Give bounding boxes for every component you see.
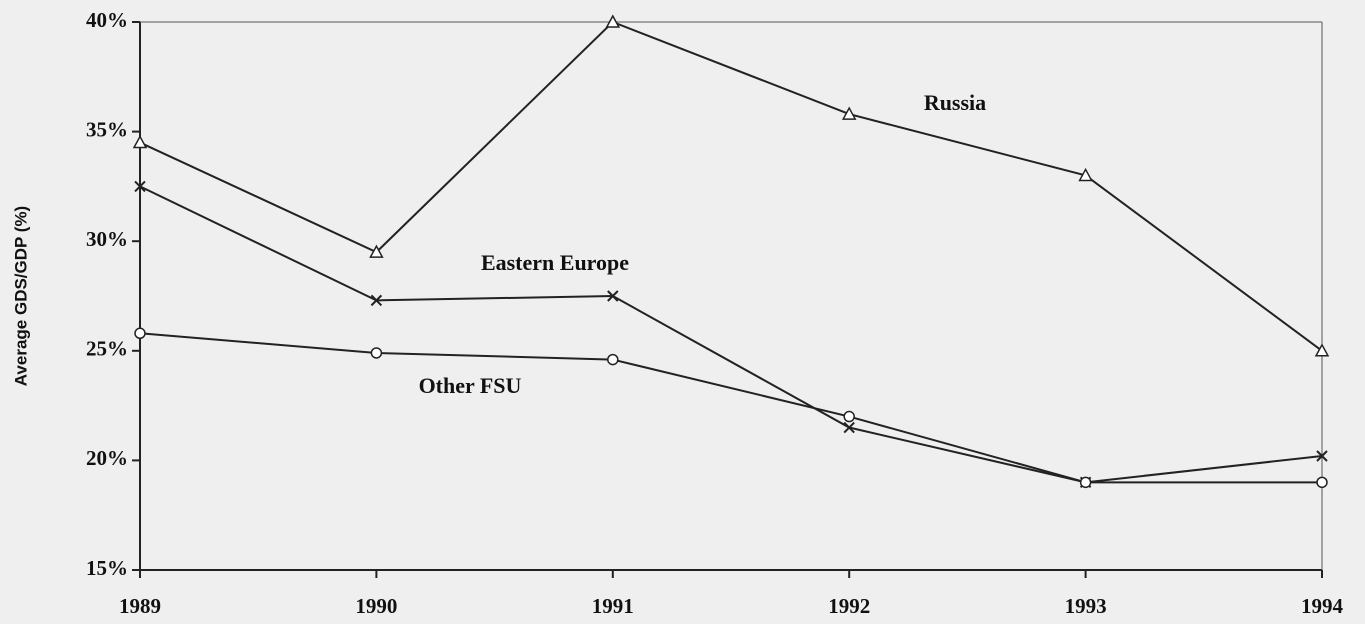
marker (843, 410, 855, 423)
marker (1078, 167, 1093, 182)
y-tick-label: 15% (86, 556, 128, 580)
y-tick-label: 25% (86, 337, 128, 361)
marker (607, 290, 619, 302)
marker (1316, 476, 1328, 489)
y-tick-label: 35% (86, 117, 128, 141)
marker (841, 106, 857, 120)
x-tick-label: 1993 (1065, 594, 1107, 618)
x-tick-label: 1991 (592, 594, 634, 618)
x-tick-label: 1992 (828, 594, 870, 618)
series-label: Russia (924, 90, 986, 115)
series-label: Eastern Europe (481, 250, 629, 275)
x-tick-label: 1994 (1301, 594, 1344, 618)
marker (134, 180, 146, 193)
marker (607, 353, 619, 366)
marker (1079, 476, 1092, 489)
marker (134, 327, 146, 340)
marker (370, 347, 383, 359)
y-tick-label: 40% (86, 8, 128, 32)
series-line (139, 20, 1323, 352)
y-axis-label: Average GDS/GDP (%) (11, 206, 30, 386)
marker (369, 244, 384, 258)
y-tick-label: 30% (86, 227, 128, 251)
x-tick-label: 1990 (355, 594, 397, 618)
series-line (139, 185, 1323, 484)
marker (1314, 343, 1330, 357)
marker (605, 14, 621, 28)
y-tick-label: 20% (86, 446, 128, 470)
marker (370, 294, 383, 307)
series-line (139, 332, 1322, 484)
marker (132, 134, 148, 149)
marker (1316, 450, 1328, 462)
marker (843, 421, 855, 434)
x-tick-label: 1989 (119, 594, 161, 618)
series-label: Other FSU (419, 373, 522, 398)
